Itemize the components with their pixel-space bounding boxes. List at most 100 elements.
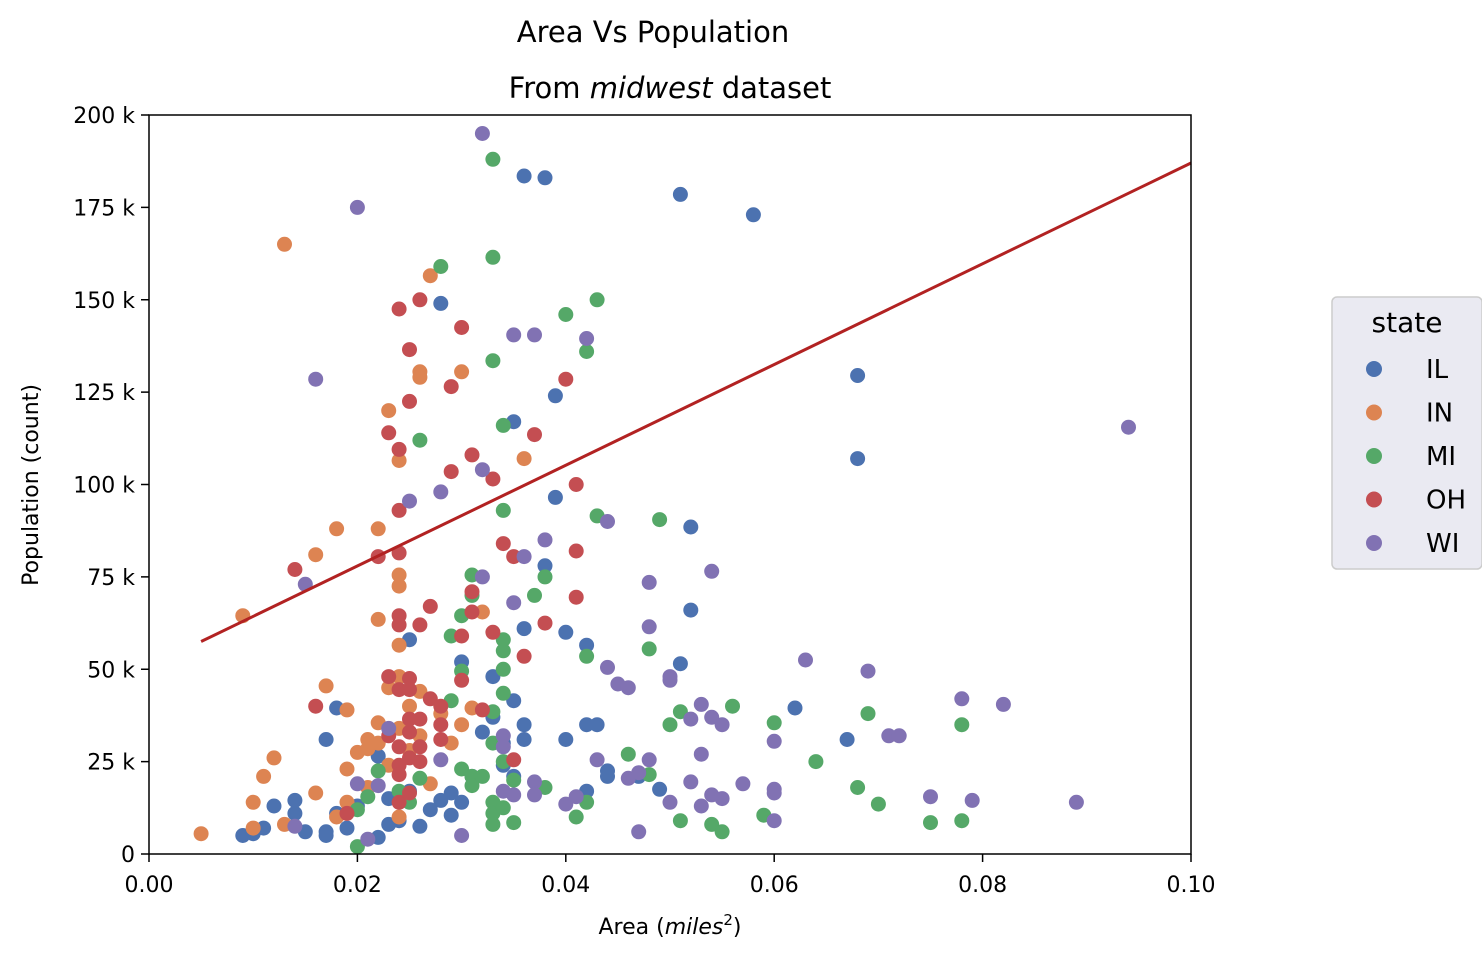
point-oh-17: [391, 794, 407, 810]
point-mi-7: [412, 770, 428, 786]
point-mi-8: [433, 259, 449, 274]
point-wi-0: [287, 818, 303, 834]
point-mi-51: [662, 717, 678, 733]
point-il-2: [256, 820, 272, 836]
point-il-55: [652, 781, 668, 797]
point-wi-12: [474, 126, 490, 141]
point-oh-7: [391, 301, 407, 317]
y-tick-label: 0: [121, 843, 135, 868]
point-il-49: [579, 717, 595, 733]
point-oh-38: [454, 320, 470, 335]
point-in-9: [308, 785, 324, 801]
point-wi-15: [495, 728, 511, 744]
point-il-26: [443, 807, 459, 823]
point-wi-43: [683, 711, 699, 727]
point-wi-22: [527, 327, 542, 343]
point-oh-54: [568, 477, 584, 492]
point-wi-6: [370, 778, 386, 794]
point-il-23: [433, 295, 449, 311]
chart-title: Area Vs Population: [517, 15, 789, 49]
point-il-59: [683, 602, 699, 618]
point-il-25: [443, 785, 459, 801]
point-wi-37: [641, 574, 657, 590]
point-il-22: [422, 802, 438, 818]
point-mi-3: [370, 763, 386, 779]
point-wi-29: [589, 752, 605, 768]
point-wi-41: [662, 672, 678, 688]
point-wi-19: [506, 595, 522, 611]
point-wi-31: [600, 659, 615, 675]
point-oh-20: [402, 671, 417, 686]
point-wi-47: [693, 798, 709, 814]
point-wi-7: [381, 720, 397, 736]
point-mi-48: [641, 641, 657, 657]
point-in-47: [474, 604, 490, 620]
point-oh-33: [433, 698, 449, 714]
point-oh-55: [568, 543, 584, 559]
point-oh-51: [527, 427, 542, 443]
point-oh-56: [568, 589, 584, 605]
legend-label-il: IL: [1426, 355, 1449, 385]
point-wi-9: [433, 752, 449, 768]
point-oh-42: [464, 584, 480, 600]
point-in-11: [329, 521, 345, 537]
point-il-53: [600, 768, 615, 784]
point-wi-44: [683, 774, 699, 790]
point-wi-62: [923, 789, 938, 805]
chart-subtitle: From midwest dataset: [509, 71, 832, 105]
point-mi-28: [495, 502, 511, 518]
point-in-21: [370, 611, 386, 627]
point-mi-18: [474, 768, 490, 784]
point-in-2: [245, 794, 261, 810]
point-oh-46: [485, 624, 501, 640]
point-mi-37: [527, 587, 542, 603]
point-il-56: [672, 656, 688, 672]
point-oh-1: [308, 698, 324, 714]
point-oh-49: [506, 752, 522, 768]
point-oh-31: [422, 598, 438, 614]
point-mi-35: [506, 772, 522, 788]
point-mi-13: [454, 761, 470, 777]
y-axis-ticks: 0 25 k 50 k 75 k 100 k 125 k 150 k 175 k 200 k: [73, 104, 149, 868]
point-in-34: [402, 698, 417, 714]
point-wi-3: [349, 199, 365, 215]
point-wi-21: [516, 549, 532, 565]
point-il-28: [454, 794, 470, 810]
point-mi-61: [860, 706, 876, 722]
point-mi-58: [766, 715, 782, 731]
point-oh-37: [443, 464, 459, 480]
point-il-46: [558, 624, 574, 640]
point-oh-16: [391, 767, 407, 783]
point-mi-45: [589, 292, 605, 308]
point-mi-60: [850, 780, 866, 795]
point-wi-20: [506, 787, 522, 803]
point-in-0: [193, 826, 209, 842]
point-mi-55: [714, 824, 730, 840]
point-oh-27: [412, 617, 428, 633]
point-in-44: [454, 364, 470, 380]
point-wi-67: [1121, 419, 1136, 435]
fit-line-layer: [200, 161, 1192, 643]
point-oh-5: [381, 669, 397, 685]
legend: state IL IN MI OH WI: [1331, 296, 1482, 570]
point-il-3: [266, 798, 282, 814]
x-axis-ticks: 0.00 0.02 0.04 0.06 0.08 0.10: [125, 854, 1215, 898]
point-oh-25: [402, 785, 417, 801]
point-wi-35: [631, 765, 647, 781]
point-mi-0: [349, 839, 365, 855]
y-tick-label: 150 k: [73, 289, 135, 314]
point-wi-65: [995, 696, 1011, 712]
point-oh-18: [402, 342, 417, 358]
point-wi-4: [349, 776, 365, 792]
y-tick-label: 200 k: [73, 104, 135, 129]
subtitle-suffix: dataset: [712, 71, 831, 105]
point-mi-38: [537, 569, 553, 585]
point-in-15: [339, 794, 355, 810]
point-oh-52: [537, 615, 553, 631]
point-oh-35: [433, 732, 449, 747]
point-wi-52: [714, 791, 730, 807]
point-oh-48: [506, 549, 522, 565]
point-il-35: [506, 693, 522, 709]
point-in-24: [381, 403, 397, 419]
